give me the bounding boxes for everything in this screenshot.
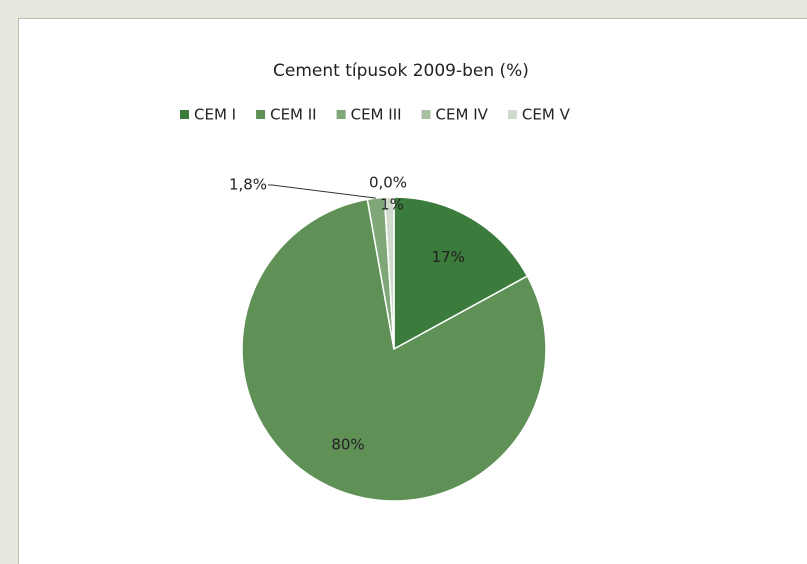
pie-slice (383, 196, 395, 350)
legend-label: CEM II (270, 106, 317, 124)
data-label: 1,8% (229, 176, 267, 194)
legend-swatch (180, 110, 189, 119)
legend-label: CEM III (351, 106, 402, 124)
data-label: 0,0% (369, 174, 407, 192)
data-label: 17% (432, 248, 465, 266)
legend-swatch (507, 110, 517, 119)
leader-line (268, 184, 376, 199)
data-label: 80% (331, 435, 364, 453)
legend-label: CEM IV (436, 106, 489, 124)
legend-swatch (256, 110, 266, 119)
legend-label: CEM V (522, 106, 571, 124)
data-label: 1% (380, 196, 404, 214)
legend-label: CEM I (194, 106, 236, 124)
pie-slice (241, 198, 547, 502)
legend-swatch (336, 110, 346, 119)
legend-swatch (421, 110, 431, 119)
chart-title: Cement típusok 2009-ben (%) (273, 61, 529, 81)
pie-slice (393, 196, 529, 351)
